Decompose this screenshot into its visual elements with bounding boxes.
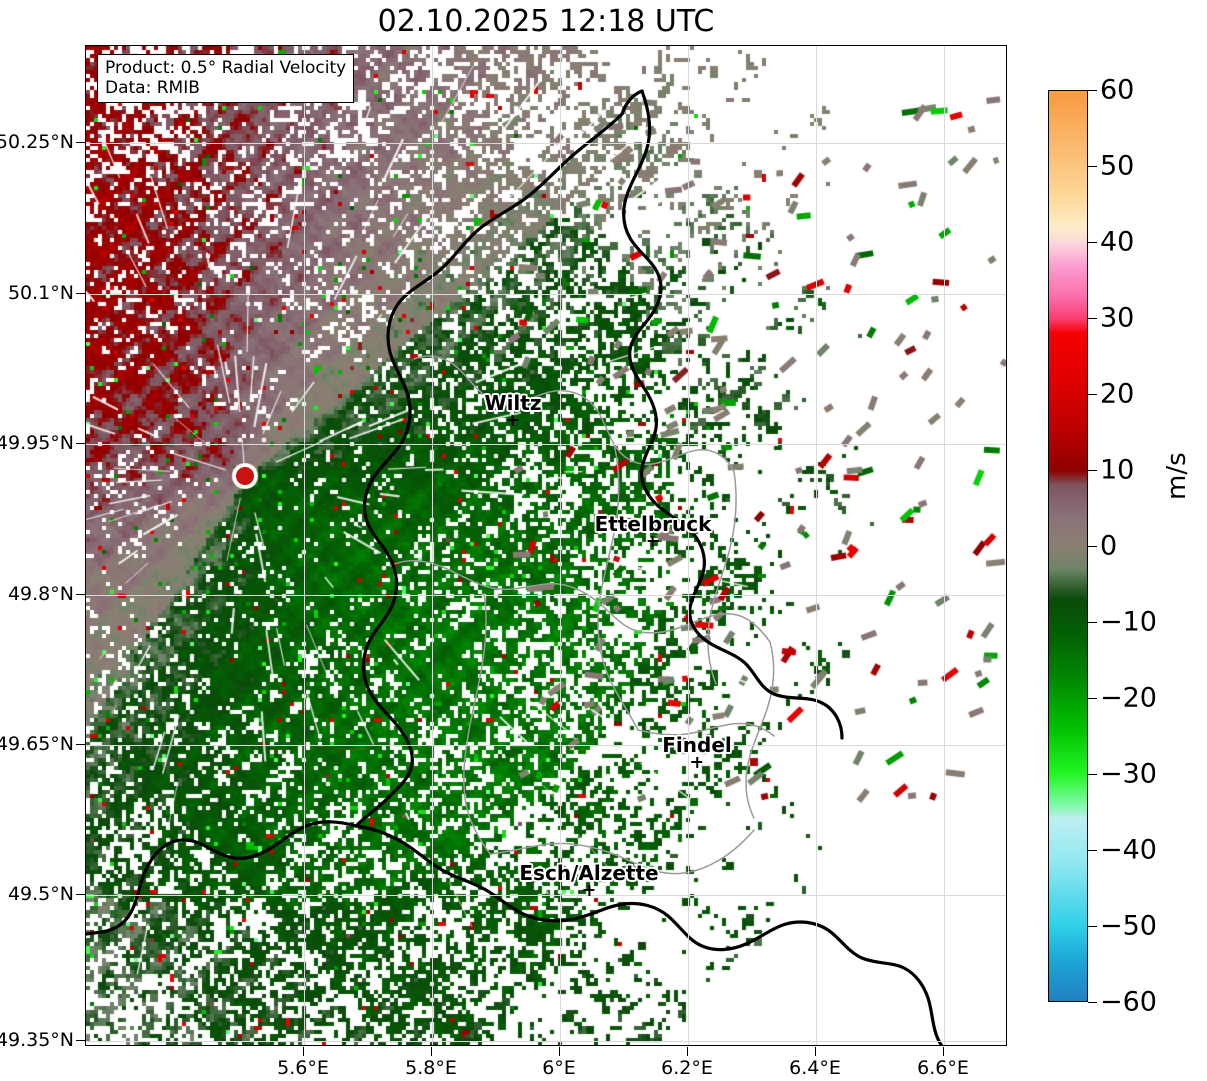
city-marker-icon — [485, 414, 542, 429]
x-axis-tick — [559, 1047, 560, 1056]
city-marker-icon — [662, 756, 732, 771]
city-marker-icon — [519, 884, 658, 899]
x-axis-tick — [943, 1047, 944, 1056]
x-axis-tick-label-1: 5.8°E — [405, 1057, 457, 1079]
colorbar-tick — [1088, 90, 1097, 92]
y-axis-tick — [76, 443, 85, 444]
y-axis-tick-label-2: 49.95°N — [0, 432, 74, 454]
colorbar-tick — [1088, 774, 1097, 776]
gridline-horizontal — [86, 444, 1006, 445]
y-axis-tick — [76, 142, 85, 143]
colorbar-gradient — [1049, 91, 1087, 1001]
y-axis-tick-label-1: 50.1°N — [7, 282, 74, 304]
y-axis-tick — [76, 594, 85, 595]
city-name: Ettelbruck — [594, 512, 712, 536]
colorbar-tick-label-11: −50 — [1100, 910, 1157, 942]
colorbar-tick-label-8: −20 — [1100, 682, 1157, 714]
gridline-vertical — [304, 46, 305, 1045]
colorbar-tick — [1088, 698, 1097, 700]
colorbar-tick — [1088, 166, 1097, 168]
gridline-horizontal — [86, 745, 1006, 746]
city-label-wiltz: Wiltz — [484, 391, 542, 429]
gridline-vertical — [944, 46, 945, 1045]
colorbar-tick — [1088, 394, 1097, 396]
colorbar-tick-label-4: 20 — [1100, 378, 1135, 410]
city-name: Wiltz — [484, 391, 542, 415]
colorbar-tick-label-3: 30 — [1100, 302, 1135, 334]
gridline-vertical — [432, 46, 433, 1045]
colorbar-tick-label-6: 0 — [1100, 530, 1118, 562]
y-axis-tick — [76, 1040, 85, 1041]
colorbar-tick — [1088, 242, 1097, 244]
city-label-findel: Findel — [662, 733, 732, 771]
colorbar-tick — [1088, 850, 1097, 852]
gridline-vertical — [688, 46, 689, 1045]
colorbar-tick-label-0: 60 — [1100, 74, 1135, 106]
colorbar-tick — [1088, 622, 1097, 624]
city-name: Esch/Alzette — [519, 861, 659, 885]
colorbar-unit-label: m/s — [1162, 452, 1192, 500]
gridline-horizontal — [86, 595, 1006, 596]
colorbar-tick-label-12: −60 — [1100, 986, 1157, 1018]
y-axis-tick — [76, 744, 85, 745]
radar-echo-layer — [86, 46, 1006, 1045]
colorbar-tick — [1088, 926, 1097, 928]
x-axis-tick-label-5: 6.6°E — [917, 1057, 969, 1079]
gridline-vertical — [560, 46, 561, 1045]
gridline-horizontal — [86, 294, 1006, 295]
x-axis-tick — [303, 1047, 304, 1056]
colorbar-tick-label-9: −30 — [1100, 758, 1157, 790]
x-axis-tick-label-2: 6°E — [542, 1057, 576, 1079]
gridline-vertical — [816, 46, 817, 1045]
x-axis-tick — [815, 1047, 816, 1056]
colorbar-tick — [1088, 546, 1097, 548]
x-axis-tick-label-4: 6.4°E — [789, 1057, 841, 1079]
national-borders — [86, 89, 944, 1045]
colorbar-tick-label-2: 40 — [1100, 226, 1135, 258]
gridline-horizontal — [86, 143, 1006, 144]
x-axis-tick — [431, 1047, 432, 1056]
y-axis-tick-label-0: 50.25°N — [0, 131, 74, 153]
x-axis-tick-label-0: 5.6°E — [277, 1057, 329, 1079]
district-boundaries — [389, 355, 775, 875]
city-label-esch-alzette: Esch/Alzette — [519, 861, 659, 899]
colorbar-tick-label-1: 50 — [1100, 150, 1135, 182]
gridline-horizontal — [86, 1041, 1006, 1042]
product-info-box: Product: 0.5° Radial Velocity Data: RMIB — [97, 54, 355, 104]
colorbar-tick-label-5: 10 — [1100, 454, 1135, 486]
colorbar-tick — [1088, 318, 1097, 320]
colorbar-tick — [1088, 1002, 1097, 1004]
colorbar-tick-label-10: −40 — [1100, 834, 1157, 866]
gridline-horizontal — [86, 895, 1006, 896]
product-line: Product: 0.5° Radial Velocity — [105, 58, 347, 78]
page-title: 02.10.2025 12:18 UTC — [377, 4, 715, 39]
y-axis-tick-label-3: 49.8°N — [7, 583, 74, 605]
map-boundaries-layer — [86, 89, 944, 1045]
city-marker-icon — [595, 535, 712, 550]
y-axis-tick — [76, 293, 85, 294]
colorbar — [1048, 90, 1088, 1002]
city-label-ettelbruck: Ettelbruck — [594, 512, 712, 550]
radar-map-plot: Wiltz Ettelbruck Findel Esch/Alzette Pro… — [85, 45, 1007, 1046]
data-source-line: Data: RMIB — [105, 78, 200, 99]
y-axis-tick-label-4: 49.65°N — [0, 733, 74, 755]
colorbar-tick — [1088, 470, 1097, 472]
y-axis-tick-label-5: 49.5°N — [7, 883, 74, 905]
radar-site-marker — [235, 466, 255, 486]
colorbar-tick-label-7: −10 — [1100, 606, 1157, 638]
x-axis-tick — [687, 1047, 688, 1056]
y-axis-tick — [76, 894, 85, 895]
city-name: Findel — [662, 733, 732, 757]
y-axis-tick-label-6: 49.35°N — [0, 1029, 74, 1051]
x-axis-tick-label-3: 6.2°E — [661, 1057, 713, 1079]
